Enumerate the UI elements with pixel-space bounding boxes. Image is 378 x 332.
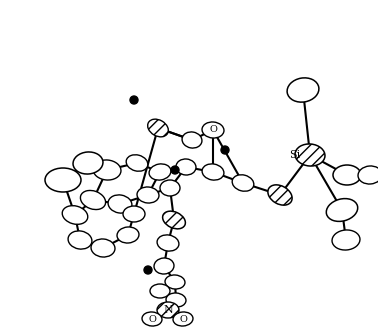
Ellipse shape — [165, 275, 185, 289]
Ellipse shape — [287, 78, 319, 102]
Ellipse shape — [326, 199, 358, 221]
Circle shape — [171, 166, 179, 174]
Ellipse shape — [182, 132, 202, 148]
Ellipse shape — [160, 180, 180, 196]
Circle shape — [221, 146, 229, 154]
Ellipse shape — [123, 206, 145, 222]
Ellipse shape — [81, 191, 105, 209]
Ellipse shape — [232, 175, 254, 191]
Ellipse shape — [157, 302, 179, 318]
Ellipse shape — [333, 165, 361, 185]
Text: N: N — [163, 305, 173, 315]
Ellipse shape — [166, 293, 186, 307]
Ellipse shape — [295, 144, 325, 166]
Ellipse shape — [154, 258, 174, 274]
Ellipse shape — [108, 195, 132, 213]
Ellipse shape — [45, 168, 81, 192]
Circle shape — [144, 266, 152, 274]
Ellipse shape — [148, 119, 168, 137]
Ellipse shape — [62, 206, 88, 224]
Ellipse shape — [150, 284, 170, 298]
Text: O: O — [179, 314, 187, 323]
Ellipse shape — [202, 164, 224, 180]
Ellipse shape — [126, 155, 148, 171]
Text: O: O — [148, 314, 156, 323]
Ellipse shape — [137, 187, 159, 203]
Ellipse shape — [73, 152, 103, 174]
Ellipse shape — [268, 185, 292, 205]
Text: O: O — [209, 125, 217, 134]
Ellipse shape — [142, 312, 162, 326]
Ellipse shape — [358, 166, 378, 184]
Ellipse shape — [176, 159, 196, 175]
Ellipse shape — [91, 239, 115, 257]
Ellipse shape — [149, 164, 171, 180]
Ellipse shape — [332, 230, 360, 250]
Ellipse shape — [163, 211, 185, 229]
Ellipse shape — [93, 160, 121, 180]
Ellipse shape — [68, 231, 92, 249]
Circle shape — [130, 96, 138, 104]
Ellipse shape — [173, 312, 193, 326]
Ellipse shape — [157, 235, 179, 251]
Ellipse shape — [117, 227, 139, 243]
Ellipse shape — [202, 122, 224, 138]
Text: Si: Si — [290, 150, 301, 160]
